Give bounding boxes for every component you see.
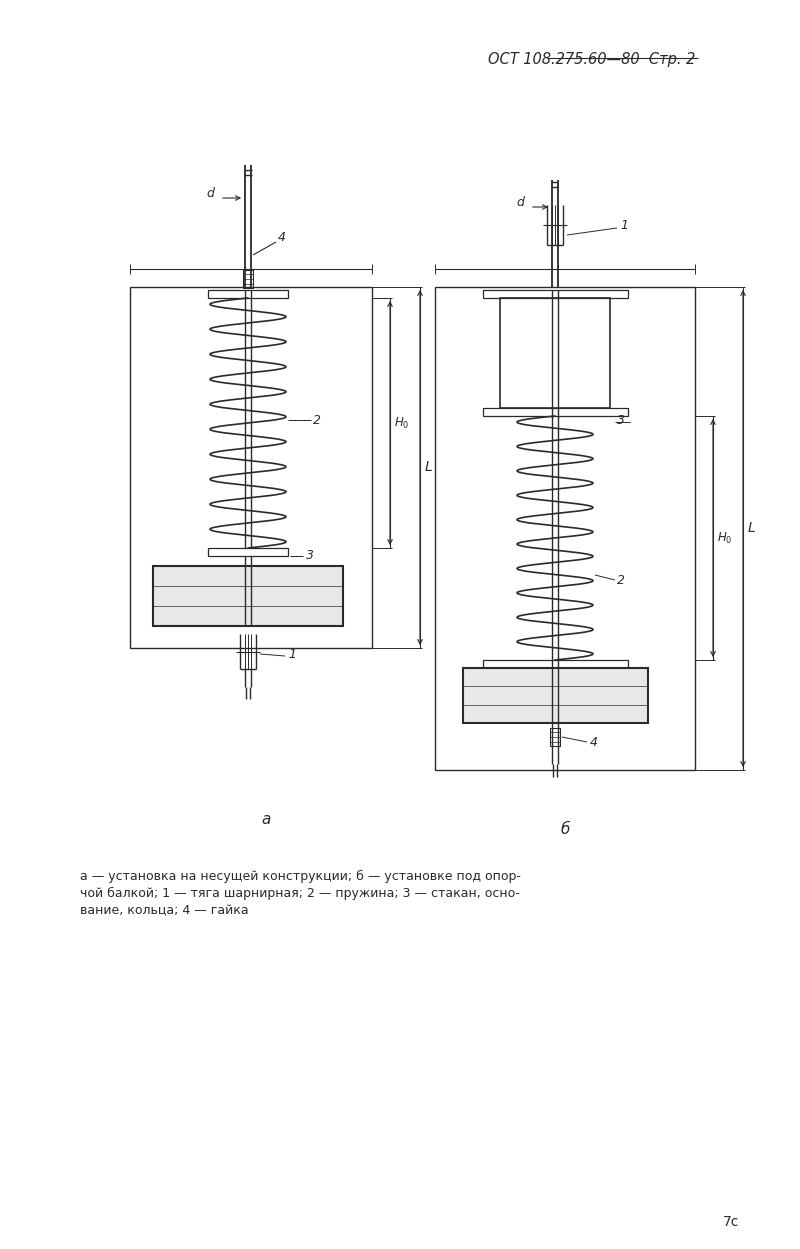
Text: 2: 2 (313, 413, 321, 426)
Text: 4: 4 (278, 231, 286, 244)
Text: б: б (560, 823, 570, 838)
Text: 3: 3 (617, 413, 625, 426)
Bar (482, 408, 627, 416)
Bar (500, 299, 610, 408)
Text: d: d (516, 196, 524, 209)
Text: вание, кольца; 4 — гайка: вание, кольца; 4 — гайка (80, 904, 249, 917)
Text: чой балкой; 1 — тяга шарнирная; 2 — пружина; 3 — стакан, осно-: чой балкой; 1 — тяга шарнирная; 2 — пруж… (80, 887, 520, 901)
Text: а: а (262, 813, 270, 828)
Bar (482, 659, 627, 668)
Bar (153, 566, 343, 626)
Text: 1: 1 (620, 219, 628, 231)
Text: 2: 2 (617, 573, 625, 587)
Bar (130, 287, 372, 648)
Text: $L$: $L$ (747, 521, 756, 535)
Bar (462, 668, 647, 723)
Bar (243, 270, 253, 289)
Text: 7с: 7с (723, 1215, 739, 1229)
Text: 4: 4 (590, 736, 598, 748)
Text: $H_0$: $H_0$ (394, 416, 410, 431)
Bar (435, 287, 695, 769)
Bar (550, 728, 560, 746)
Text: 1: 1 (288, 647, 296, 661)
Text: $L$: $L$ (424, 460, 433, 475)
Bar (208, 548, 288, 556)
Bar (482, 290, 627, 299)
Text: а — установка на несущей конструкции; б — установке под опор-: а — установка на несущей конструкции; б … (80, 871, 521, 883)
Text: ОСТ 108.275.60—80  Стр. 2: ОСТ 108.275.60—80 Стр. 2 (488, 52, 695, 67)
Text: 3: 3 (306, 548, 314, 562)
Bar (208, 290, 288, 299)
Text: d: d (206, 186, 214, 200)
Text: $H_0$: $H_0$ (717, 531, 733, 546)
